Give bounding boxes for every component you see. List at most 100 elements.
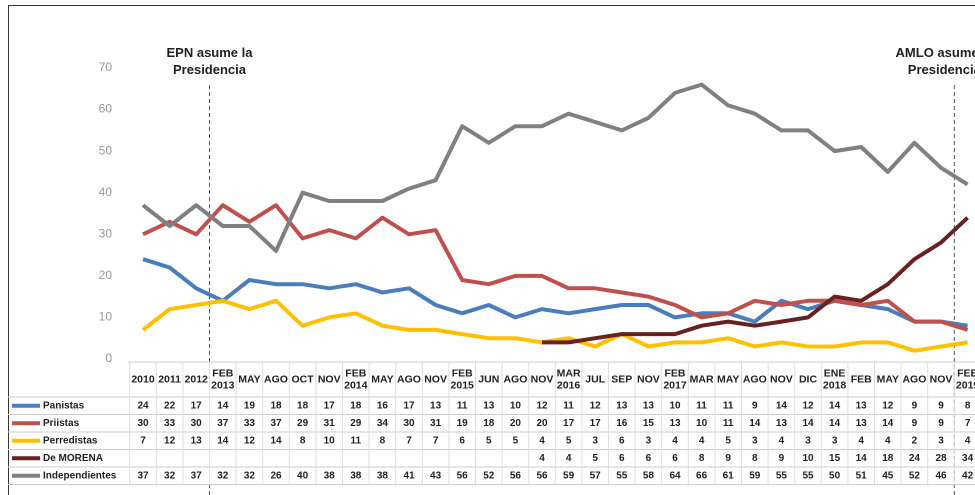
table-cell: 8 bbox=[300, 435, 306, 446]
table-cell: 8 bbox=[380, 435, 386, 446]
legend-label: Priistas bbox=[43, 418, 80, 429]
table-cell: 28 bbox=[935, 453, 947, 464]
table-cell: 13 bbox=[669, 418, 681, 429]
x-tick-label: MAR 2016 bbox=[557, 367, 581, 391]
table-cell: 13 bbox=[430, 400, 442, 411]
table-cell: 58 bbox=[643, 470, 655, 481]
table-cell: 6 bbox=[646, 453, 652, 464]
x-tick-label: FEB 2014 bbox=[344, 367, 368, 391]
table-cell: 5 bbox=[725, 435, 731, 446]
table-cell: 6 bbox=[619, 453, 625, 464]
table-cell: 24 bbox=[137, 400, 149, 411]
table-cell: 14 bbox=[882, 418, 894, 429]
x-tick-label: AGO bbox=[503, 373, 527, 385]
table-cell: 12 bbox=[590, 400, 602, 411]
table-cell: 7 bbox=[965, 418, 971, 429]
y-tick-label: 30 bbox=[99, 226, 113, 240]
table-cell: 9 bbox=[938, 400, 944, 411]
table-cell: 4 bbox=[566, 453, 572, 464]
table-cell: 13 bbox=[643, 400, 655, 411]
table-cell: 12 bbox=[536, 400, 548, 411]
table-cell: 13 bbox=[856, 400, 868, 411]
x-tick-label: FEB bbox=[851, 373, 872, 385]
series-line bbox=[141, 82, 969, 253]
table-cell: 16 bbox=[616, 418, 628, 429]
table-cell: 18 bbox=[270, 400, 282, 411]
table-cell: 66 bbox=[696, 470, 708, 481]
y-tick-label: 20 bbox=[99, 268, 113, 282]
table-cell: 30 bbox=[137, 418, 149, 429]
table-cell: 26 bbox=[270, 470, 282, 481]
table-cell: 17 bbox=[403, 400, 415, 411]
table-cell: 20 bbox=[536, 418, 548, 429]
table-cell: 13 bbox=[776, 418, 788, 429]
table-cell: 32 bbox=[164, 470, 176, 481]
x-tick-label: MAY bbox=[877, 373, 899, 385]
table-cell: 12 bbox=[802, 400, 814, 411]
x-tick-label: NOV bbox=[930, 373, 953, 385]
table-cell: 11 bbox=[457, 400, 468, 411]
table-cell: 11 bbox=[723, 400, 734, 411]
table-cell: 2 bbox=[912, 435, 918, 446]
legend-label: Independientes bbox=[43, 470, 117, 481]
table-cell: 55 bbox=[776, 470, 788, 481]
table-cell: 8 bbox=[965, 400, 971, 411]
table-cell: 30 bbox=[403, 418, 415, 429]
table-cell: 12 bbox=[882, 400, 894, 411]
table-cell: 14 bbox=[217, 435, 229, 446]
table-cell: 42 bbox=[962, 470, 974, 481]
table-cell: 41 bbox=[403, 470, 415, 481]
series-line bbox=[141, 298, 968, 353]
table-cell: 15 bbox=[643, 418, 655, 429]
table-cell: 7 bbox=[433, 435, 439, 446]
table-cell: 3 bbox=[752, 435, 758, 446]
table-cell: 22 bbox=[164, 400, 176, 411]
table-cell: 3 bbox=[832, 435, 838, 446]
x-tick-label: DIC bbox=[799, 373, 818, 385]
table-cell: 33 bbox=[244, 418, 256, 429]
table-cell: 31 bbox=[324, 418, 336, 429]
legend-label: De MORENA bbox=[43, 453, 103, 464]
table-cell: 13 bbox=[616, 400, 628, 411]
table-cell: 4 bbox=[672, 435, 678, 446]
x-tick-label: NOV bbox=[637, 373, 660, 385]
table-cell: 56 bbox=[510, 470, 522, 481]
table-cell: 34 bbox=[377, 418, 389, 429]
table-cell: 6 bbox=[672, 453, 678, 464]
table-cell: 32 bbox=[244, 470, 256, 481]
table-cell: 5 bbox=[566, 435, 572, 446]
x-tick-label: MAY bbox=[371, 373, 393, 385]
table-cell: 50 bbox=[829, 470, 841, 481]
table-cell: 18 bbox=[882, 453, 894, 464]
table-cell: 7 bbox=[406, 435, 412, 446]
table-cell: 64 bbox=[669, 470, 681, 481]
table-cell: 37 bbox=[217, 418, 229, 429]
table-cell: 14 bbox=[829, 400, 841, 411]
table-cell: 3 bbox=[805, 435, 811, 446]
y-tick-label: 50 bbox=[99, 143, 113, 157]
x-tick-label: 2010 bbox=[131, 373, 155, 385]
table-cell: 9 bbox=[912, 400, 918, 411]
y-tick-label: 10 bbox=[99, 310, 113, 324]
table-cell: 14 bbox=[829, 418, 841, 429]
table-cell: 34 bbox=[962, 453, 974, 464]
table-cell: 10 bbox=[802, 453, 814, 464]
table-cell: 19 bbox=[244, 400, 256, 411]
table-cell: 17 bbox=[590, 418, 602, 429]
table-cell: 33 bbox=[164, 418, 176, 429]
x-tick-label: FEB 2013 bbox=[211, 367, 235, 391]
y-tick-label: 40 bbox=[99, 185, 113, 199]
y-tick-label: 60 bbox=[99, 102, 113, 116]
table-cell: 4 bbox=[539, 435, 545, 446]
table-cell: 11 bbox=[563, 400, 574, 411]
table-cell: 14 bbox=[217, 400, 229, 411]
y-tick-label: 0 bbox=[105, 351, 112, 365]
x-tick-label: NOV bbox=[424, 373, 447, 385]
table-cell: 7 bbox=[140, 435, 146, 446]
table-cell: 37 bbox=[137, 470, 149, 481]
table-cell: 17 bbox=[191, 400, 203, 411]
table-cell: 19 bbox=[457, 418, 469, 429]
table-cell: 3 bbox=[938, 435, 944, 446]
table-cell: 10 bbox=[324, 435, 336, 446]
table-cell: 12 bbox=[164, 435, 176, 446]
